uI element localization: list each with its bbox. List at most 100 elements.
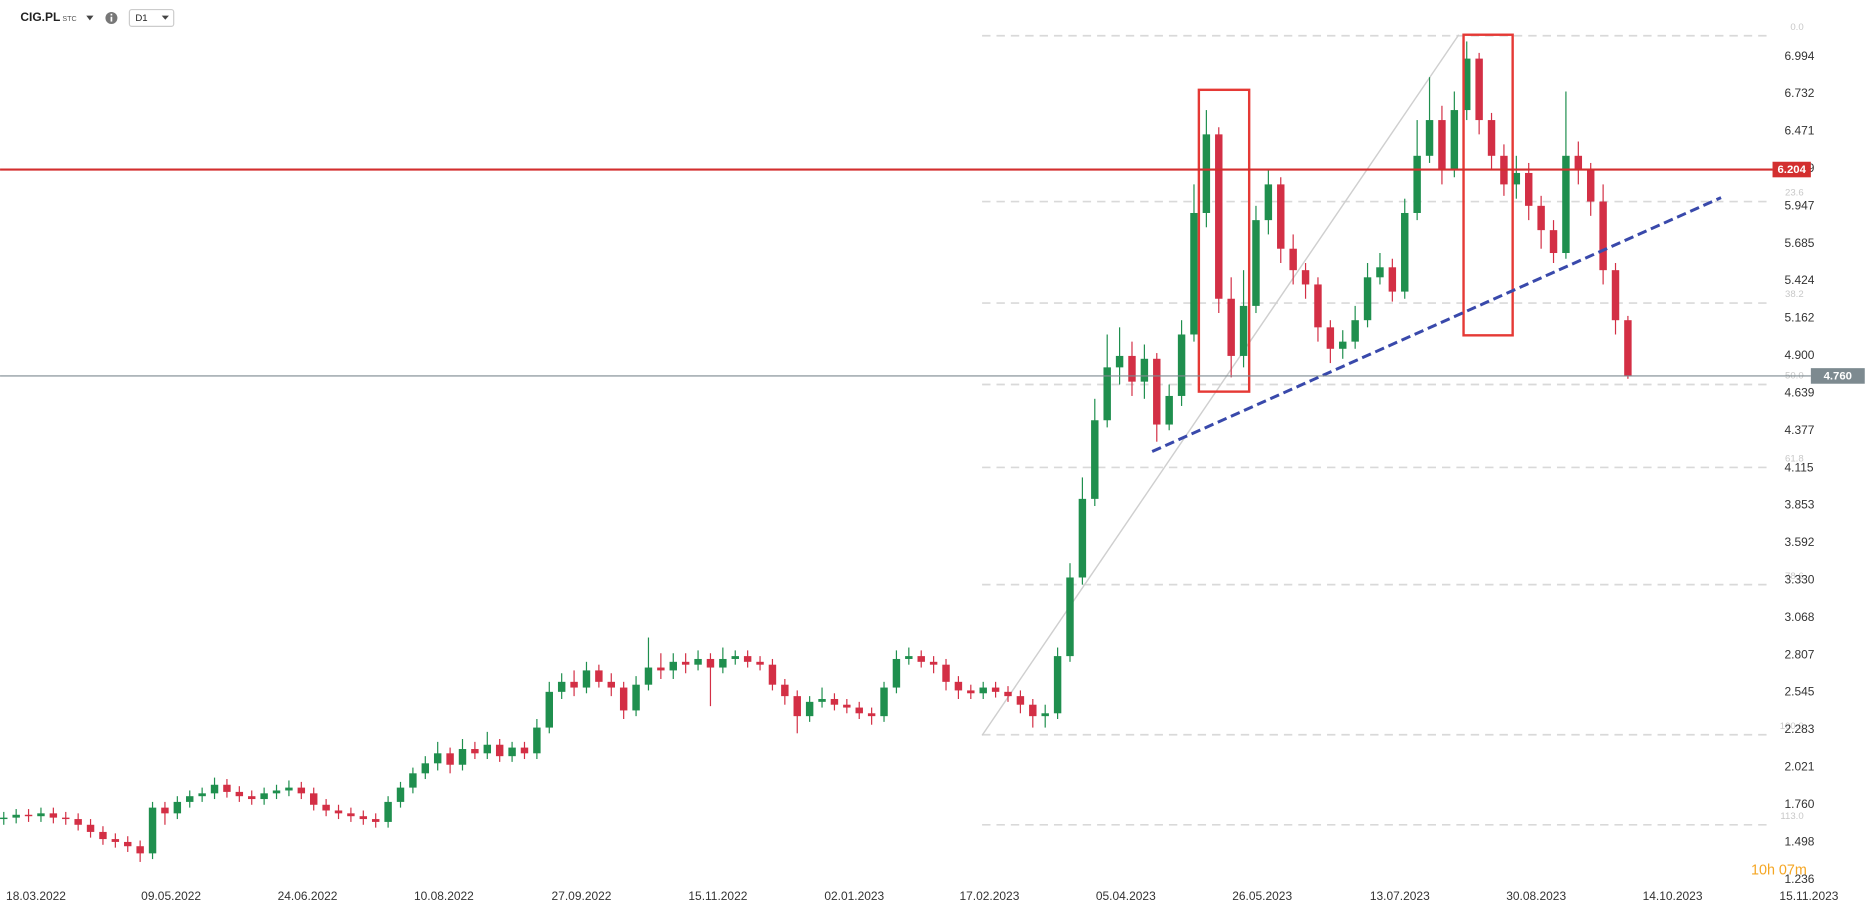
y-tick-label: 6.994 (1785, 49, 1815, 63)
candle-body (805, 701, 814, 717)
candle-body (471, 749, 479, 754)
candle-body (248, 796, 256, 800)
candle-body (1066, 577, 1074, 657)
candle-body (830, 698, 839, 705)
candle-body (533, 727, 541, 754)
highlight-box (1462, 33, 1514, 337)
y-tick-label: 2.807 (1785, 647, 1815, 661)
candle-body (867, 713, 876, 717)
candle-body (1202, 134, 1211, 213)
candle-body (1438, 120, 1446, 171)
y-tick-label: 5.685 (1785, 236, 1815, 250)
x-tick-label: 17.02.2023 (959, 889, 1019, 903)
fib-level-label: 38.2 (1785, 289, 1804, 300)
candle-body (1289, 248, 1297, 271)
candle-body (818, 698, 826, 702)
candle-body (483, 744, 492, 754)
y-tick-label: 5.162 (1785, 311, 1815, 325)
candle-body (607, 681, 615, 688)
candle-body (24, 814, 33, 817)
candle-body (1239, 305, 1248, 356)
candle-body (1475, 58, 1483, 121)
candle-body (396, 787, 405, 802)
candle-body (681, 661, 690, 665)
fib-level-label: 23.6 (1785, 188, 1804, 199)
candle-body (1264, 184, 1273, 221)
y-tick-label: 5.947 (1785, 198, 1815, 212)
candle-body (272, 790, 281, 794)
y-tick-label: 4.377 (1785, 423, 1815, 437)
candle-body (1574, 155, 1583, 171)
candle-body (173, 801, 182, 814)
y-tick-label: 1.236 (1785, 872, 1815, 886)
candle-body (1078, 498, 1087, 578)
candle-body (458, 749, 467, 765)
candle-body (1053, 656, 1062, 714)
info-icon-glyph (110, 16, 113, 22)
interval-select[interactable] (128, 8, 175, 27)
candle-body (644, 667, 653, 685)
x-tick-label: 26.05.2023 (1232, 889, 1292, 903)
candle-body (223, 784, 231, 792)
info-icon-glyph (110, 13, 113, 16)
candle-body (1016, 696, 1025, 705)
candle-body (371, 819, 380, 822)
candle-body (148, 807, 157, 854)
candle-body (1177, 334, 1186, 396)
candle-body (446, 753, 454, 765)
x-tick-label: 18.03.2022 (6, 889, 66, 903)
candle-body (768, 664, 777, 685)
y-tick-label: 1.760 (1785, 797, 1815, 811)
candle-body (1537, 205, 1545, 231)
candle-body (719, 658, 727, 668)
candle-body (1252, 220, 1260, 306)
overlay-drawings (1151, 33, 1722, 453)
candle-body (1363, 277, 1372, 321)
candle-body (260, 793, 268, 800)
candle-body (1091, 420, 1099, 499)
candle-body (1525, 172, 1533, 206)
x-tick-label: 15.11.2022 (688, 889, 747, 903)
candle-body (1401, 212, 1409, 292)
candle-body (99, 831, 107, 840)
y-tick-label: 3.592 (1785, 535, 1815, 549)
x-tick-label: 30.08.2023 (1506, 889, 1566, 903)
x-tick-label: 02.01.2023 (824, 889, 884, 903)
candle-body (186, 796, 194, 802)
candle-body (409, 773, 417, 788)
support-line (1151, 196, 1722, 453)
candle-body (210, 784, 219, 794)
candle-body (1004, 691, 1012, 697)
candle-body (1450, 110, 1459, 171)
y-tick-label: 2.021 (1785, 760, 1815, 774)
candle-body (198, 793, 206, 797)
candle-body (86, 824, 95, 832)
y-tick-label: 2.545 (1785, 685, 1815, 699)
y-tick-label: 2.283 (1785, 722, 1815, 736)
candle-body (694, 658, 702, 665)
x-tick-label: 05.04.2023 (1096, 889, 1156, 903)
candle-body (62, 817, 70, 820)
candle-body (433, 753, 442, 764)
y-tick-label: 3.068 (1785, 610, 1815, 624)
fib-level-label: 100.0 (1780, 721, 1804, 732)
market: STC (62, 15, 76, 23)
candle-body (1301, 270, 1310, 285)
candle-body (843, 704, 851, 708)
symbol-dropdown[interactable] (86, 15, 94, 21)
candle-body (632, 684, 640, 711)
candle-body (161, 807, 169, 814)
header: CIG.PL STC D1 (20, 8, 175, 27)
candle-body (1549, 230, 1558, 254)
candle-body (0, 817, 8, 820)
candle-body (619, 687, 628, 711)
candle-body (855, 707, 863, 714)
fib-level-label: 61.8 (1785, 454, 1804, 465)
candle-body (1487, 120, 1496, 156)
candle-body (1115, 355, 1124, 368)
candle-body (570, 681, 578, 688)
candle-body (421, 763, 430, 774)
y-tick-label: 6.471 (1785, 124, 1815, 138)
y-tick-label: 4.639 (1785, 385, 1815, 399)
session-timer: 10h 07m (1751, 862, 1807, 878)
